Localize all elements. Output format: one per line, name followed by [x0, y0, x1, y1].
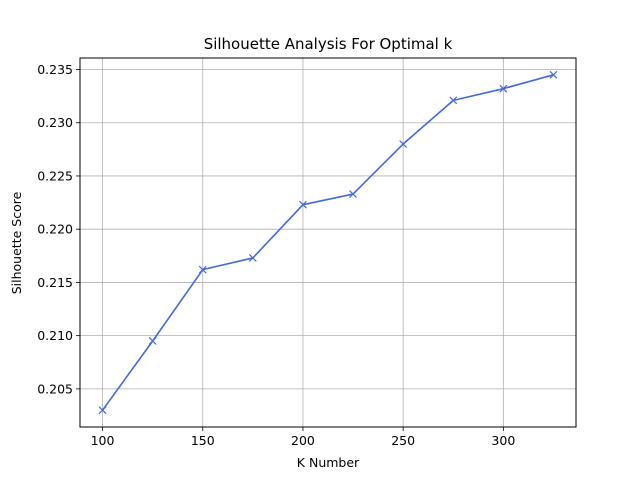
y-tick-label: 0.215: [37, 275, 73, 290]
y-tick-label: 0.235: [37, 62, 73, 77]
grid-lines: [80, 58, 576, 427]
x-tick-label: 100: [91, 433, 115, 448]
x-tick-label: 150: [191, 433, 215, 448]
x-tick-label: 250: [391, 433, 415, 448]
data-point-marker: [198, 265, 207, 274]
x-axis-ticks: 100 150 200 250 300: [91, 427, 515, 448]
y-axis-ticks: 0.205 0.210 0.215 0.220 0.225 0.230 0.235: [37, 62, 80, 396]
data-point-marker: [248, 254, 257, 262]
y-tick-label: 0.205: [37, 381, 73, 396]
data-point-marker: [98, 406, 107, 415]
x-tick-label: 300: [491, 433, 515, 448]
series-markers: [98, 70, 558, 415]
data-point-marker: [449, 96, 458, 105]
x-axis-label: K Number: [297, 455, 360, 470]
plot-frame: [79, 57, 577, 428]
series-line-path: [101, 74, 554, 411]
data-point-marker: [349, 190, 357, 198]
data-point-marker: [399, 140, 408, 148]
x-tick-label: 200: [291, 433, 315, 448]
data-point-marker: [499, 84, 508, 93]
y-tick-label: 0.230: [37, 115, 73, 130]
data-point-marker: [299, 200, 307, 209]
data-point-marker: [549, 70, 558, 79]
y-tick-label: 0.225: [37, 168, 73, 183]
y-axis-label: Silhouette Score: [9, 191, 24, 294]
y-tick-label: 0.220: [37, 222, 73, 237]
data-point-marker: [148, 337, 157, 345]
chart-title: Silhouette Analysis For Optimal k: [204, 35, 453, 53]
y-tick-label: 0.210: [37, 328, 73, 343]
series-line: [101, 74, 554, 411]
